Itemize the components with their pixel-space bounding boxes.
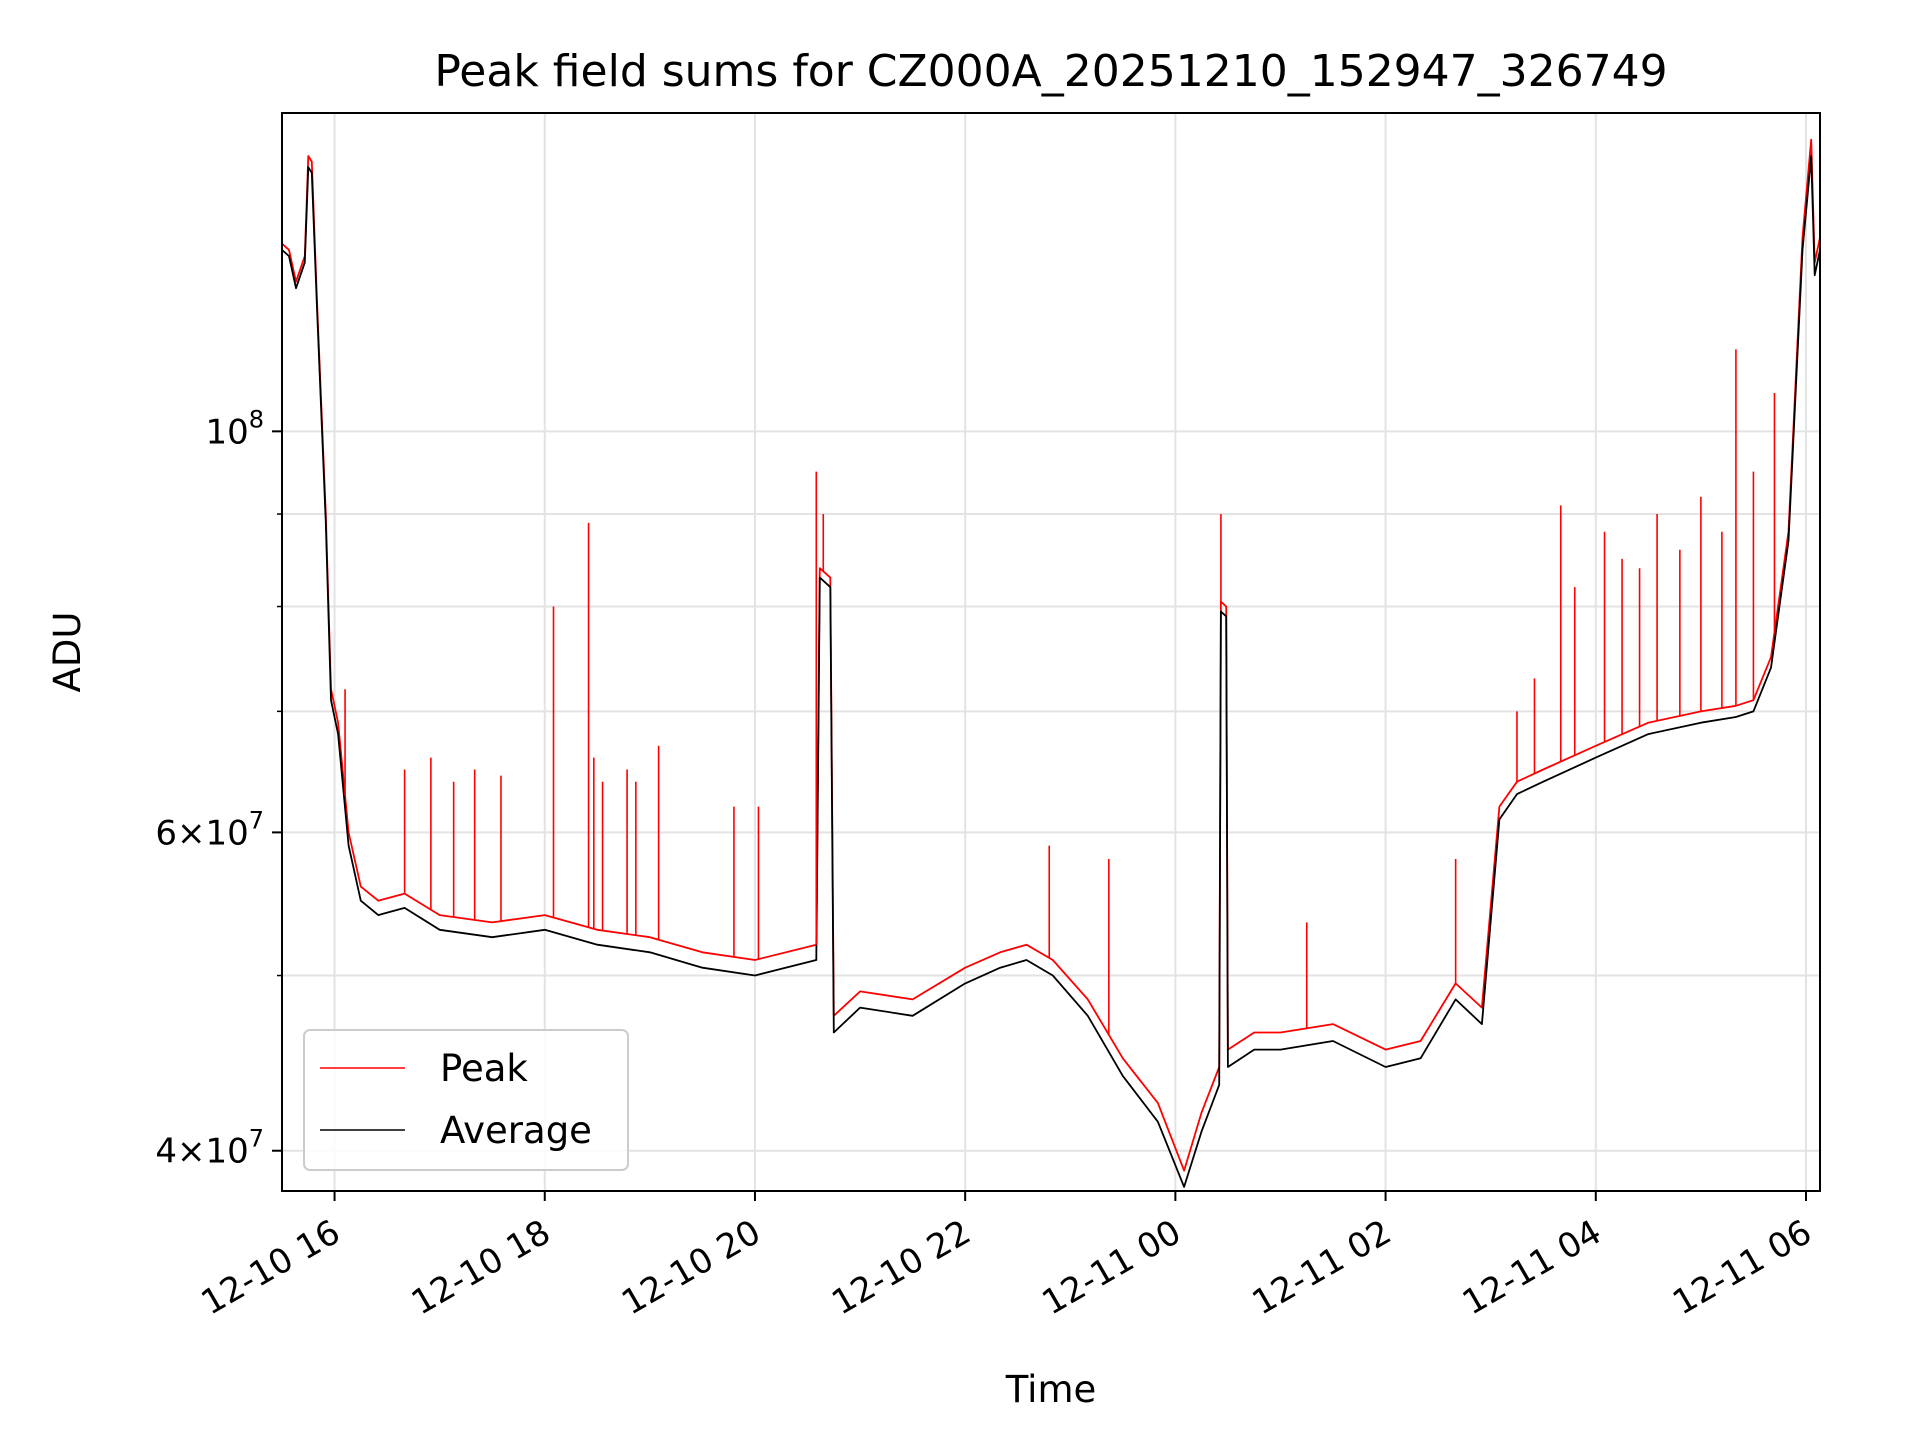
y-tick-label-base: 4×10 <box>155 1132 248 1172</box>
plot-frame <box>281 112 1821 1192</box>
y-tick-label-exponent: 7 <box>249 1125 264 1153</box>
y-tick-label-base: 10 <box>205 412 248 452</box>
plot-area <box>281 138 1821 1188</box>
legend-box <box>303 1029 629 1171</box>
y-tick-label-exponent: 8 <box>249 405 264 433</box>
y-tick-label-base: 6×10 <box>155 813 248 853</box>
series-line-average <box>281 155 1821 1188</box>
legend: Peak Average <box>303 1029 629 1171</box>
y-tick-label: 4×107 <box>155 1125 264 1172</box>
chart-title: Peak field sums for CZ000A_20251210_1529… <box>434 46 1667 97</box>
y-tick-label: 6×107 <box>155 806 264 853</box>
y-tick-label: 108 <box>205 405 264 452</box>
legend-label-average: Average <box>440 1109 592 1152</box>
grid <box>282 113 1820 1191</box>
y-axis-label: ADU <box>46 612 89 693</box>
legend-label-peak: Peak <box>440 1047 528 1090</box>
x-axis-label: Time <box>1005 1368 1097 1411</box>
series-line-peak <box>281 138 1821 1172</box>
y-tick-label-exponent: 7 <box>249 806 264 834</box>
